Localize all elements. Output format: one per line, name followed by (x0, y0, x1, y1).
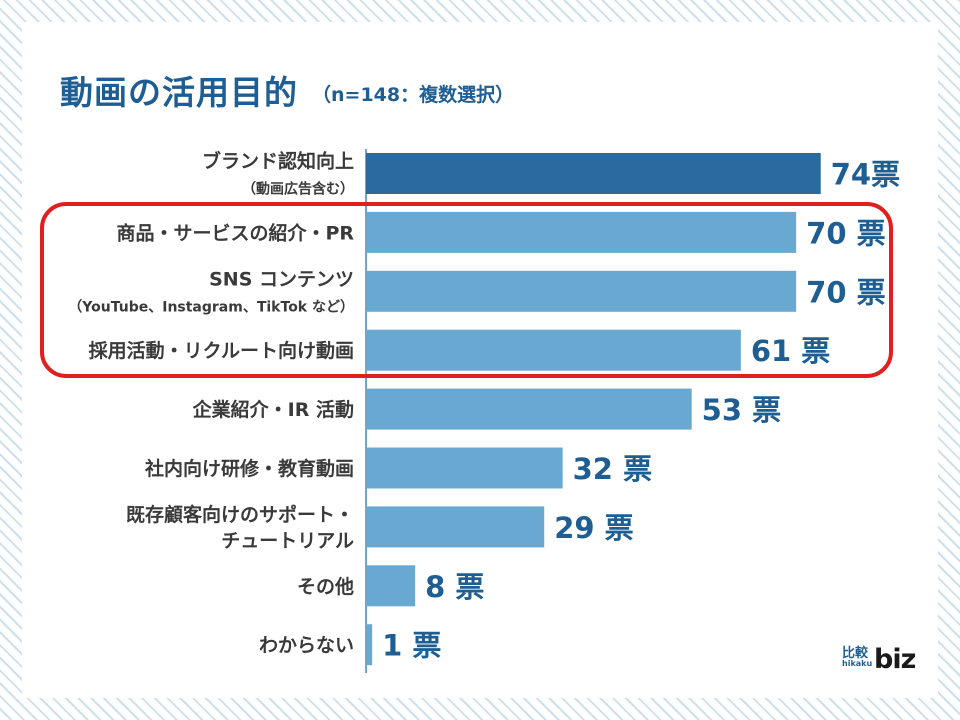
category-sublabel: （YouTube、Instagram、TikTok など） (68, 299, 354, 315)
category-sublabel: （動画広告含む） (242, 181, 354, 198)
category-label: 商品・サービスの紹介・PR (116, 221, 354, 244)
bar (366, 329, 741, 371)
logo-biz-text: biz (874, 644, 916, 675)
value-label: 61 票 (751, 334, 830, 368)
category-label: 社内向け研修・教育動画 (144, 457, 354, 480)
value-label: 8 票 (425, 570, 484, 604)
bar (366, 447, 563, 489)
bar (366, 506, 545, 548)
bar (366, 153, 821, 194)
bar (366, 565, 416, 607)
value-label: 32 票 (573, 452, 652, 486)
bar (366, 211, 797, 253)
category-label: その他 (297, 575, 354, 598)
category-label: SNS コンテンツ (209, 268, 354, 290)
bar (366, 388, 692, 430)
value-label: 53 票 (702, 393, 781, 427)
category-label: 企業紹介・IR 活動 (192, 398, 354, 421)
chart-subtitle: （n=148：複数選択） (312, 84, 515, 106)
logo-jp-text: 比較 (842, 646, 869, 661)
highlight-box (40, 202, 893, 378)
value-label: 29 票 (554, 511, 633, 545)
category-label: 採用活動・リクルート向け動画 (89, 339, 354, 362)
value-label: 1 票 (382, 629, 441, 663)
chart-title: 動画の活用目的 (60, 73, 298, 112)
value-label: 74票 (831, 158, 900, 192)
category-label: ブランド認知向上 (202, 150, 354, 173)
category-label: 既存顧客向けのサポート・ (126, 503, 354, 526)
bar (366, 624, 373, 666)
category-sublabel: チュートリアル (221, 530, 354, 552)
hikaku-biz-logo: 比較 hikaku biz (842, 642, 924, 676)
logo-en-text: hikaku (842, 659, 873, 668)
bar (366, 270, 797, 312)
value-label: 70 票 (806, 275, 885, 309)
category-label: わからない (259, 635, 354, 657)
